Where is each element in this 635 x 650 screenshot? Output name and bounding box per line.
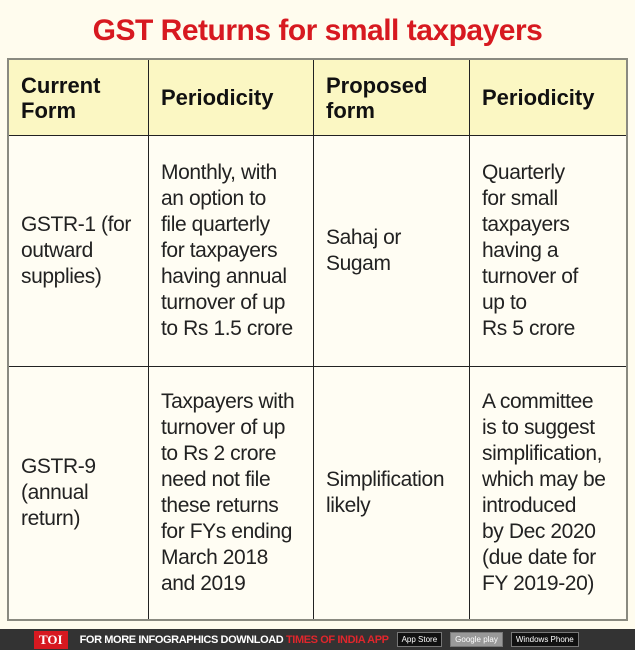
cell: Sahaj or Sugam (313, 135, 470, 367)
header-periodicity: Periodicity (148, 58, 314, 136)
infographic-title: GST Returns for small taxpayers (92, 14, 543, 47)
google-play-badge[interactable]: Google play (450, 632, 503, 647)
toi-logo: TOI (34, 630, 68, 649)
cell: A committee is to suggest simplification… (469, 366, 628, 621)
footer-message-text: FOR MORE INFOGRAPHICS DOWNLOAD (79, 633, 286, 646)
cell: Monthly, with an option to file quarterl… (148, 135, 314, 367)
header-proposed-periodicity: Periodicity (469, 58, 628, 136)
cell: Quarterly for small taxpayers having a t… (469, 135, 628, 367)
footer-banner: TOI FOR MORE INFOGRAPHICS DOWNLOAD TIMES… (0, 629, 635, 650)
table-row: GSTR-1 (for outward supplies) Monthly, w… (7, 135, 628, 367)
cell: Taxpayers with turnover of up to Rs 2 cr… (148, 366, 314, 621)
table-header-row: Current Form Periodicity Proposed form P… (7, 58, 628, 136)
gst-returns-table: Current Form Periodicity Proposed form P… (7, 58, 628, 621)
cell: GSTR-1 (for outward supplies) (7, 135, 149, 367)
table-row: GSTR-9 (annual return) Taxpayers with tu… (7, 366, 628, 621)
header-proposed-form: Proposed form (313, 58, 470, 136)
windows-phone-badge[interactable]: Windows Phone (510, 632, 579, 647)
app-store-badge[interactable]: App Store (396, 632, 443, 647)
footer-app-name: TIMES OF INDIA APP (285, 633, 389, 646)
cell: GSTR-9 (annual return) (7, 366, 149, 621)
cell: Simplification likely (313, 366, 470, 621)
footer-message: FOR MORE INFOGRAPHICS DOWNLOAD TIMES OF … (80, 634, 389, 646)
header-current-form: Current Form (7, 58, 149, 136)
